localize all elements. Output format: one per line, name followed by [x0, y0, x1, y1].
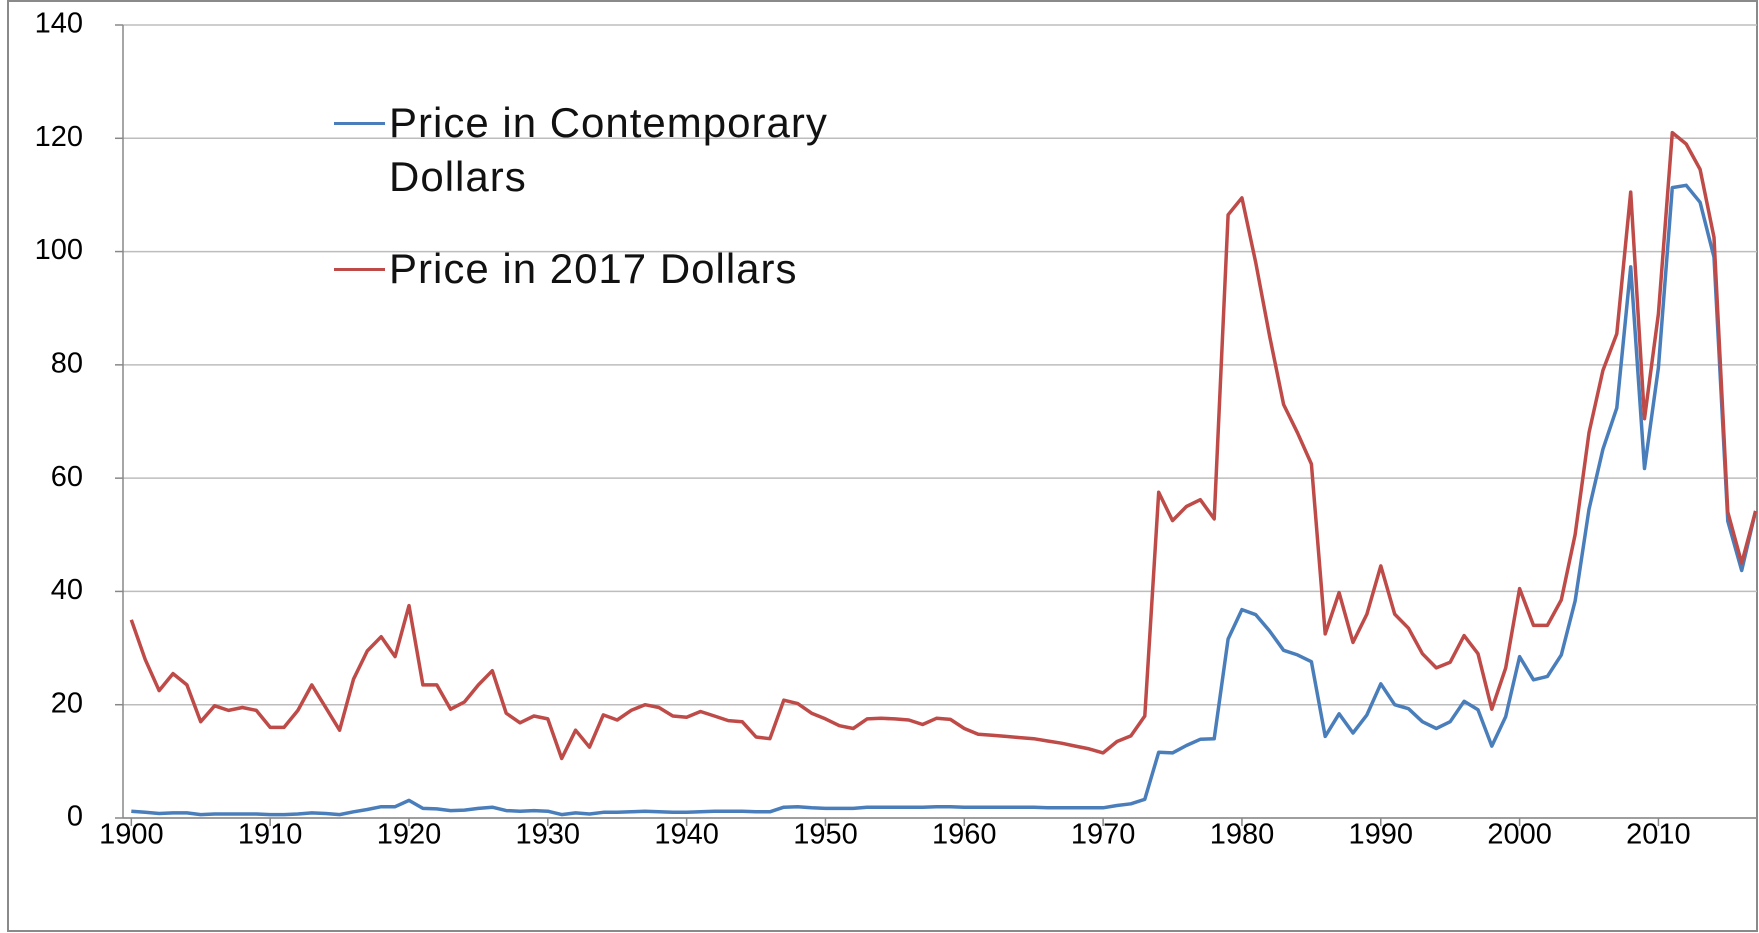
legend-swatch [334, 268, 385, 271]
x-tick-label: 1900 [99, 819, 164, 851]
x-tick-label: 1940 [654, 819, 719, 851]
x-tick-label: 1950 [793, 819, 858, 851]
x-tick-label: 1980 [1210, 819, 1275, 851]
legend-swatch [334, 122, 385, 125]
y-tick-label: 100 [35, 234, 83, 266]
x-tick-label: 1920 [377, 819, 442, 851]
legend-label: Price in 2017 Dollars [389, 245, 798, 292]
y-tick-label: 40 [51, 574, 83, 606]
x-tick-label: 1970 [1071, 819, 1136, 851]
y-tick-label: 80 [51, 348, 83, 380]
x-tick-label: 2010 [1626, 819, 1691, 851]
y-tick-label: 20 [51, 687, 83, 719]
x-tick-label: 1990 [1349, 819, 1414, 851]
y-tick-label: 140 [35, 8, 83, 40]
legend-label: Price in Contemporary Dollars [389, 99, 828, 200]
series-line [129, 130, 1758, 761]
chart-frame [7, 0, 1758, 932]
x-tick-label: 1930 [516, 819, 581, 851]
y-tick-label: 60 [51, 461, 83, 493]
y-tick-label: 0 [67, 801, 83, 833]
y-tick-label: 120 [35, 121, 83, 153]
series-line [131, 183, 1758, 817]
x-tick-label: 2000 [1487, 819, 1552, 851]
x-tick-label: 1960 [932, 819, 997, 851]
x-tick-label: 1910 [238, 819, 303, 851]
